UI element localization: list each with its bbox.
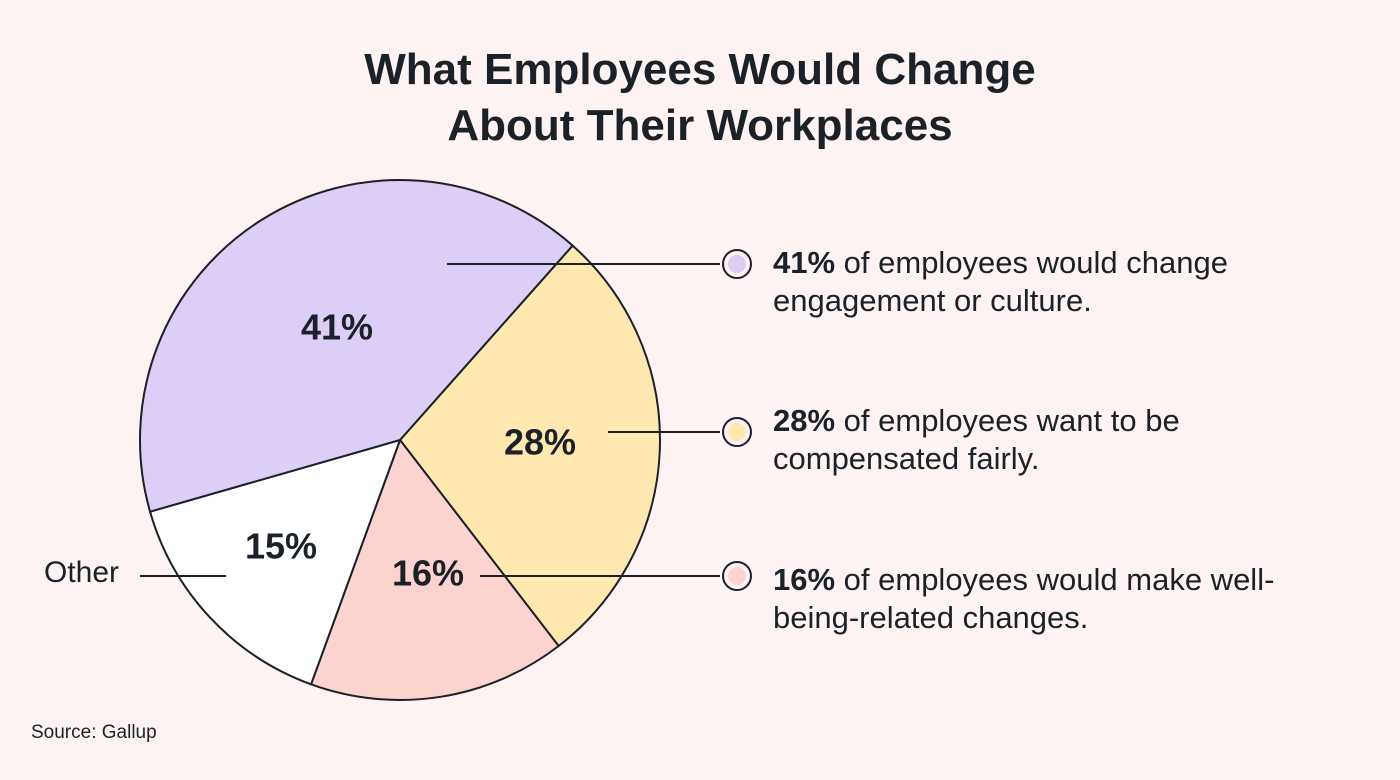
pie-slice-engagement-or-culture [139, 179, 575, 513]
legend-marker-fill [728, 255, 746, 273]
legend-text: of employees would make well-being-relat… [773, 562, 1275, 635]
legend-value: 28% [773, 403, 836, 438]
legend-item-engagement: 41% of employees would change engagement… [773, 244, 1333, 320]
pie-slice-other [148, 438, 402, 686]
title-line-2: About Their Workplaces [447, 101, 953, 150]
slice-label: 28% [504, 422, 576, 463]
legend-marker-fill [728, 567, 746, 585]
legend-value: 16% [773, 562, 836, 597]
pie-slice-well-being [309, 437, 561, 701]
legend-item-wellbeing: 16% of employees would make well-being-r… [773, 561, 1333, 637]
legend-item-compensation: 28% of employees want to be compensated … [773, 402, 1333, 478]
legend-marker-fill [728, 423, 746, 441]
source-note: Source: Gallup [31, 722, 157, 743]
legend-value: 41% [773, 245, 836, 280]
slice-label: 41% [301, 307, 373, 348]
title-line-1: What Employees Would Change [364, 45, 1036, 94]
other-label: Other [44, 556, 120, 589]
slice-label: 16% [392, 553, 464, 594]
pie-slice-compensation [398, 244, 661, 648]
slice-label: 15% [245, 526, 317, 567]
chart-title: What Employees Would Change About Their … [0, 42, 1400, 154]
legend-text: of employees want to be compensated fair… [773, 403, 1180, 476]
legend-text: of employees would change engagement or … [773, 245, 1228, 318]
